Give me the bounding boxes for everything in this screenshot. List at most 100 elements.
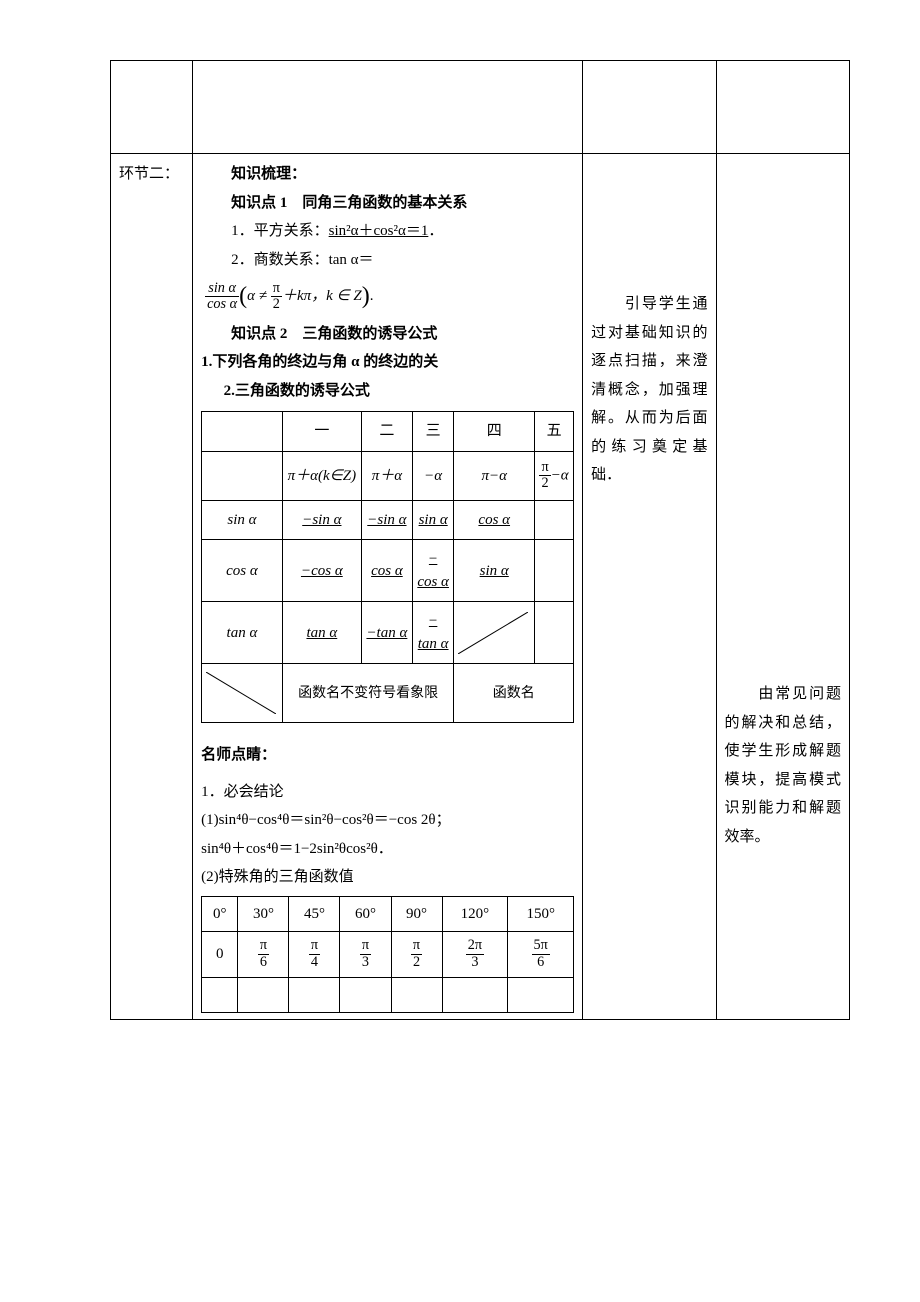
rf-sin-4v: cos α xyxy=(478,512,510,528)
rf-summary-1: 函数名不变符号看象限 xyxy=(282,664,454,723)
rparen: ) xyxy=(362,283,370,309)
rf-sin-2: −sin α xyxy=(361,500,412,540)
rf-tan-2v: −tan α xyxy=(366,625,407,641)
pi2-num: π xyxy=(271,281,282,298)
sa-deg-1: 30° xyxy=(238,896,289,932)
sa-rad-1n: π xyxy=(258,938,269,955)
diagonal-cell xyxy=(458,612,528,654)
frac-den: cos α xyxy=(205,297,239,313)
rf-arg-4: π−α xyxy=(454,451,535,500)
frac-num: sin α xyxy=(205,281,239,298)
sa-rad-5: 2π3 xyxy=(442,932,508,977)
diagonal-line-icon xyxy=(458,612,528,654)
mingshi-l3: sin⁴θ＋cos⁴θ＝1−2sin²θcos²θ． xyxy=(201,835,574,864)
sa-deg-3: 60° xyxy=(340,896,391,932)
sa-b-5 xyxy=(442,977,508,1013)
rf-cos-3neg: − xyxy=(429,551,437,567)
cond-a: α ≠ xyxy=(247,288,271,304)
kp2-title: 知识点 2 三角函数的诱导公式 xyxy=(201,320,574,349)
rf-cos-2: cos α xyxy=(361,540,412,602)
heading-knowledge: 知识梳理： xyxy=(201,160,574,189)
sa-rad-4n: π xyxy=(411,938,422,955)
sa-rad-4d: 2 xyxy=(411,955,422,971)
sa-rad-2d: 4 xyxy=(309,955,320,971)
rf-arg-5: π2−α xyxy=(535,451,574,500)
sa-rad-2n: π xyxy=(309,938,320,955)
special-angle-table: 0° 30° 45° 60° 90° 120° 150° 0 π6 π4 π3 … xyxy=(201,896,574,1013)
diagonal-line-icon-2 xyxy=(206,672,276,714)
rf-arg-2: π＋α xyxy=(361,451,412,500)
pi2-den: 2 xyxy=(271,297,282,313)
note-col-1: 引导学生通过对基础知识的逐点扫描，来澄清概念，加强理解。从而为后面的练习奠定基础… xyxy=(583,154,716,1020)
sa-b-1 xyxy=(238,977,289,1013)
sa-rad-0: 0 xyxy=(202,932,238,977)
sa-deg-0: 0° xyxy=(202,896,238,932)
rf-tan-1: tan α xyxy=(282,602,361,664)
rf-tan-1v: tan α xyxy=(306,625,337,641)
rf-cos-3: − cos α xyxy=(412,540,453,602)
mingshi-l4: (2)特殊角的三角函数值 xyxy=(201,863,574,892)
rf-tan-3neg: − xyxy=(429,613,437,629)
rf-sin-3v: sin α xyxy=(419,512,448,528)
rf-h3: 三 xyxy=(412,412,453,452)
section-label: 环节二： xyxy=(111,154,193,1020)
sa-rad-3d: 3 xyxy=(360,955,371,971)
sa-rad-3: π3 xyxy=(340,932,391,977)
guidance-note-2: 由常见问题的解决和总结，使学生形成解题模块，提高模式识别能力和解题效率。 xyxy=(725,680,841,851)
rf-sin-5 xyxy=(535,500,574,540)
frac-pi-2: π2 xyxy=(271,281,282,313)
rf-cos-1: −cos α xyxy=(282,540,361,602)
sa-rad-3n: π xyxy=(360,938,371,955)
cell-top-3 xyxy=(583,61,716,154)
cell-top-1 xyxy=(111,61,193,154)
mingshi-title: 名师点睛： xyxy=(201,741,574,770)
sa-deg-row: 0° 30° 45° 60° 90° 120° 150° xyxy=(202,896,574,932)
rf-sin-label: sin α xyxy=(202,500,283,540)
sa-rad-6d: 6 xyxy=(532,955,550,971)
rf-tan-4 xyxy=(454,602,535,664)
rf-arg-0 xyxy=(202,451,283,500)
rf-h5: 五 xyxy=(535,412,574,452)
identity-pyth: 1．平方关系：sin²α＋cos²α＝1． xyxy=(201,217,574,246)
sa-rad-1d: 6 xyxy=(258,955,269,971)
guidance-note-1: 引导学生通过对基础知识的逐点扫描，来澄清概念，加强理解。从而为后面的练习奠定基础… xyxy=(591,290,707,490)
kp2-line1: 1.下列各角的终边与角 α 的终边的关 xyxy=(201,348,574,377)
rf-cos-label: cos α xyxy=(202,540,283,602)
rf-cos-4: sin α xyxy=(454,540,535,602)
sa-rad-6n: 5π xyxy=(532,938,550,955)
rf-h1: 一 xyxy=(282,412,361,452)
rf-sin-1v: −sin α xyxy=(302,512,341,528)
sa-b-0 xyxy=(202,977,238,1013)
rf-arg-1: π＋α(k∈Z) xyxy=(282,451,361,500)
rf-summary-2: 函数名 xyxy=(454,664,574,723)
rf-pi2-den: 2 xyxy=(539,476,550,492)
rf-cos-3v: cos α xyxy=(417,574,449,590)
sa-b-3 xyxy=(340,977,391,1013)
rf-h4: 四 xyxy=(454,412,535,452)
mingshi-l1: 1．必会结论 xyxy=(201,778,574,807)
cell-top-4 xyxy=(716,61,849,154)
sa-deg-5: 120° xyxy=(442,896,508,932)
rf-tan-label: tan α xyxy=(202,602,283,664)
content-cell: 知识梳理： 知识点 1 同角三角函数的基本关系 1．平方关系：sin²α＋cos… xyxy=(193,154,583,1020)
pyth-suffix: ． xyxy=(428,223,443,239)
rf-pi2: π2 xyxy=(539,460,550,492)
cond-b: ＋kπ，k ∈ Z xyxy=(282,288,362,304)
rf-tan-3v: tan α xyxy=(418,636,449,652)
rf-cos-4v: sin α xyxy=(480,563,509,579)
lesson-plan-table: 环节二： 知识梳理： 知识点 1 同角三角函数的基本关系 1．平方关系：sin²… xyxy=(110,60,850,1020)
note-col-2: 由常见问题的解决和总结，使学生形成解题模块，提高模式识别能力和解题效率。 xyxy=(716,154,849,1020)
sa-rad-6: 5π6 xyxy=(508,932,574,977)
sa-deg-6: 150° xyxy=(508,896,574,932)
sa-rad-row: 0 π6 π4 π3 π2 2π3 5π6 xyxy=(202,932,574,977)
sa-rad-5d: 3 xyxy=(466,955,484,971)
diagonal-cell-2 xyxy=(206,672,276,714)
sa-b-4 xyxy=(391,977,442,1013)
identity-quot-label: 2．商数关系：tan α＝ xyxy=(201,246,574,275)
rf-sum-blank xyxy=(202,664,283,723)
lparen: ( xyxy=(239,283,247,309)
rf-tan-2: −tan α xyxy=(361,602,412,664)
rf-tan-3: − tan α xyxy=(412,602,453,664)
rf-tan-5 xyxy=(535,602,574,664)
pyth-prefix: 1．平方关系： xyxy=(231,223,329,239)
